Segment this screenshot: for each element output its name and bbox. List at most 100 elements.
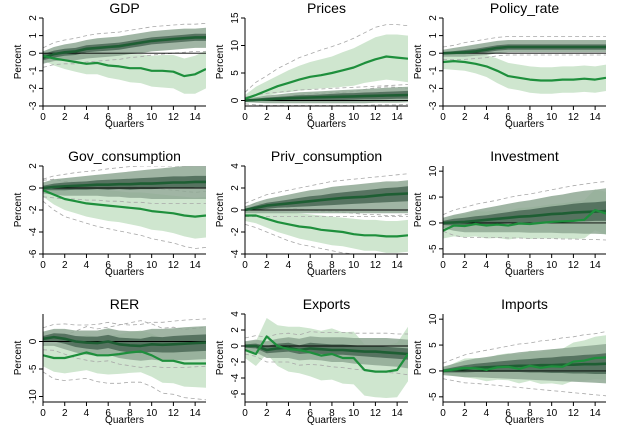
y-tick-label: -3	[428, 101, 439, 110]
x-tick-label: 6	[307, 112, 313, 123]
y-tick-label: 5	[230, 70, 241, 76]
x-tick-label: 4	[286, 112, 292, 123]
x-tick-label: 6	[505, 112, 511, 123]
x-tick-label: 8	[329, 408, 335, 419]
x-tick-label: 4	[286, 408, 292, 419]
chart-panel-8: 0 2 4 6 8 10 12 14 -6 -4 -2 0 2 4 Exports Quarters Perce…	[215, 296, 408, 426]
x-tick-label: 8	[329, 260, 335, 271]
y-tick-label: -4	[230, 249, 241, 258]
x-axis-label: Quarters	[307, 415, 346, 426]
x-tick-label: 4	[84, 112, 90, 123]
series-line-dark	[443, 209, 606, 225]
y-tick-label: 2	[230, 327, 241, 333]
x-tick-label: 2	[462, 408, 468, 419]
plot-area	[245, 318, 408, 398]
chart-title: Priv_consumption	[271, 148, 382, 164]
dark-dashed-bound	[245, 84, 408, 98]
x-tick-label: 2	[264, 260, 270, 271]
y-tick-label: -2	[230, 227, 241, 236]
chart-panel-4: 0 2 4 6 8 10 12 14 -6 -4 -2 0 2 Gov_consumption Quarte…	[13, 148, 206, 278]
chart-title: GDP	[109, 0, 139, 16]
plot-area	[443, 181, 606, 241]
y-axis-label: Percent	[215, 341, 226, 376]
dark-dashed-bound	[43, 196, 206, 204]
x-tick-label: 14	[190, 112, 202, 123]
y-axis-label: Percent	[413, 45, 424, 80]
y-tick-label: 0	[28, 338, 39, 344]
x-tick-label: 12	[168, 260, 180, 271]
x-tick-label: 10	[146, 112, 158, 123]
chart-title: Imports	[501, 296, 548, 312]
y-tick-label: -6	[230, 389, 241, 398]
x-axis-label: Quarters	[105, 415, 144, 426]
chart-title: Gov_consumption	[68, 148, 181, 164]
dark-dashed-bound	[245, 173, 408, 204]
dark-dashed-bound	[443, 36, 606, 48]
x-tick-label: 4	[84, 408, 90, 419]
x-tick-label: 4	[84, 260, 90, 271]
x-axis-label: Quarters	[105, 119, 144, 130]
x-tick-label: 2	[462, 112, 468, 123]
series-line-light	[443, 356, 606, 372]
x-tick-label: 2	[264, 112, 270, 123]
series-line-light	[245, 55, 408, 100]
light-dashed-bound	[245, 223, 408, 254]
series-line-dark	[245, 344, 408, 356]
series-line-dark	[43, 36, 206, 59]
dark-dashed-bound	[443, 181, 606, 216]
y-tick-label: -5	[28, 364, 39, 373]
y-tick-label: 15	[230, 12, 241, 24]
dark-dashed-bound	[443, 230, 606, 241]
light-dashed-bound	[43, 371, 206, 401]
x-tick-label: 14	[590, 260, 602, 271]
y-tick-label: -5	[428, 392, 439, 401]
y-tick-label: -4	[28, 227, 39, 236]
x-axis-label: Quarters	[505, 415, 544, 426]
series-line-light	[443, 208, 606, 232]
x-tick-label: 14	[590, 408, 602, 419]
plot-area	[43, 22, 206, 94]
x-tick-label: 4	[286, 260, 292, 271]
x-tick-label: 10	[146, 408, 158, 419]
y-tick-label: -1	[28, 66, 39, 75]
x-tick-label: 0	[242, 260, 248, 271]
series-line-dark	[443, 45, 606, 55]
dark-dashed-bound	[43, 318, 206, 329]
chart-title: Policy_rate	[490, 0, 559, 16]
x-tick-label: 14	[190, 260, 202, 271]
x-tick-label: 8	[127, 408, 133, 419]
x-tick-label: 12	[568, 112, 580, 123]
x-tick-label: 8	[127, 260, 133, 271]
series-line-light	[43, 54, 206, 78]
x-tick-label: 10	[546, 408, 558, 419]
x-tick-label: 6	[307, 260, 313, 271]
x-tick-label: 0	[40, 112, 46, 123]
x-axis-label: Quarters	[307, 267, 346, 278]
y-tick-label: -1	[428, 66, 439, 75]
y-tick-label: 2	[230, 185, 241, 191]
dark-dashed-bound	[245, 103, 408, 106]
y-axis-label: Percent	[413, 193, 424, 228]
x-tick-label: 0	[40, 408, 46, 419]
x-tick-label: 12	[370, 408, 382, 419]
x-tick-label: 12	[168, 112, 180, 123]
x-axis-label: Quarters	[307, 119, 346, 130]
light-band	[43, 50, 206, 94]
chart-panel-7: 0 2 4 6 8 10 12 14 -10 -5 0 RER Quarters Percent	[13, 296, 206, 426]
light-band	[443, 52, 606, 94]
x-tick-label: 12	[370, 112, 382, 123]
x-axis-label: Quarters	[105, 267, 144, 278]
x-tick-label: 0	[440, 260, 446, 271]
x-tick-label: 4	[484, 408, 490, 419]
x-tick-label: 6	[105, 112, 111, 123]
y-axis-label: Percent	[413, 341, 424, 376]
x-tick-label: 10	[546, 260, 558, 271]
y-tick-label: 2	[28, 163, 39, 169]
chart-title: Exports	[303, 296, 350, 312]
y-tick-label: 0	[428, 368, 439, 374]
x-tick-label: 8	[527, 408, 533, 419]
y-tick-label: 1	[428, 32, 439, 38]
